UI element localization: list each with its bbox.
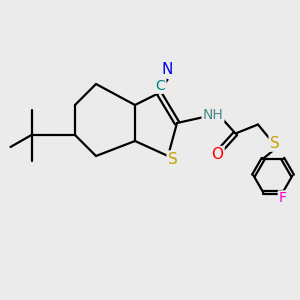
- Text: S: S: [168, 152, 177, 166]
- Text: C: C: [156, 79, 165, 93]
- Text: F: F: [279, 191, 287, 206]
- Text: O: O: [212, 147, 224, 162]
- Text: N: N: [161, 62, 173, 77]
- Text: NH: NH: [202, 108, 224, 122]
- Text: S: S: [270, 136, 279, 151]
